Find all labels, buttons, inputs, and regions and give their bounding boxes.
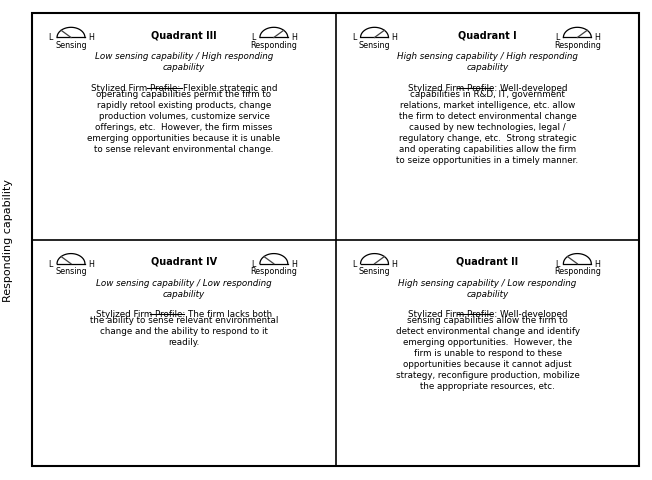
Text: Stylized Firm Profile: Flexible strategic and: Stylized Firm Profile: Flexible strategi… (91, 84, 277, 92)
Text: the ability to sense relevant environmental
change and the ability to respond to: the ability to sense relevant environmen… (90, 315, 278, 346)
Text: H: H (392, 33, 398, 42)
Text: L: L (555, 33, 559, 42)
Text: Stylized Firm Profile: Well-developed: Stylized Firm Profile: Well-developed (408, 309, 567, 318)
Text: Responding capability: Responding capability (3, 179, 14, 301)
Text: Quadrant I: Quadrant I (458, 30, 517, 40)
Text: H: H (595, 259, 600, 268)
Text: Responding: Responding (250, 266, 297, 276)
Text: Responding: Responding (554, 266, 600, 276)
Text: Sensing: Sensing (55, 266, 87, 276)
Text: capabilities in R&D, IT, government
relations, market intelligence, etc. allow
t: capabilities in R&D, IT, government rela… (396, 89, 578, 165)
Text: Quadrant III: Quadrant III (151, 30, 217, 40)
Text: High sensing capability / Low responding
capability: High sensing capability / Low responding… (398, 278, 576, 298)
Text: H: H (291, 259, 297, 268)
Text: Quadrant IV: Quadrant IV (151, 256, 217, 266)
Text: H: H (392, 259, 398, 268)
Text: L: L (252, 33, 256, 42)
Text: L: L (49, 259, 53, 268)
Text: operating capabilities permit the firm to
rapidly retool existing products, chan: operating capabilities permit the firm t… (87, 89, 280, 154)
Text: Sensing: Sensing (359, 41, 391, 50)
Text: H: H (88, 33, 94, 42)
Text: Stylized Firm Profile: Well-developed: Stylized Firm Profile: Well-developed (408, 84, 567, 92)
Text: Sensing: Sensing (359, 266, 391, 276)
Text: H: H (291, 33, 297, 42)
Text: High sensing capability / High responding
capability: High sensing capability / High respondin… (397, 52, 578, 72)
Text: Low sensing capability / High responding
capability: Low sensing capability / High responding… (95, 52, 273, 72)
Text: L: L (252, 259, 256, 268)
Text: Quadrant II: Quadrant II (456, 256, 518, 266)
Text: Low sensing capability / Low responding
capability: Low sensing capability / Low responding … (96, 278, 272, 298)
Text: L: L (49, 33, 53, 42)
Text: L: L (352, 33, 357, 42)
Text: sensing capabilities allow the firm to
detect environmental change and identify
: sensing capabilities allow the firm to d… (396, 315, 580, 391)
Text: Responding: Responding (554, 41, 600, 50)
Text: Stylized Firm Profile: The firm lacks both: Stylized Firm Profile: The firm lacks bo… (96, 309, 272, 318)
Text: H: H (88, 259, 94, 268)
Text: H: H (595, 33, 600, 42)
Text: L: L (555, 259, 559, 268)
Text: Sensing: Sensing (55, 41, 87, 50)
Text: L: L (352, 259, 357, 268)
Text: Responding: Responding (250, 41, 297, 50)
